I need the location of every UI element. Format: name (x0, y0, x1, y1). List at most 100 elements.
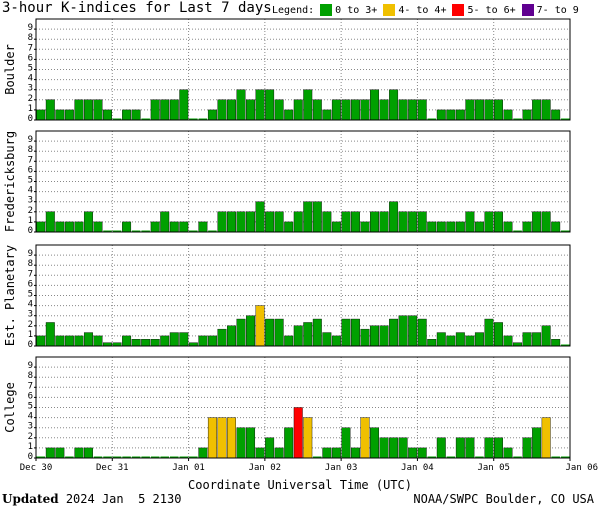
bar (265, 437, 275, 459)
bar (312, 318, 322, 347)
bar (293, 99, 303, 121)
bar (169, 221, 179, 233)
bar (45, 447, 55, 459)
bar (484, 211, 494, 233)
bar (274, 318, 284, 347)
bar (227, 211, 236, 233)
bar (541, 99, 551, 121)
y-tick-label: 8 (28, 371, 33, 381)
x-tick-label: Jan 06 (565, 463, 598, 473)
bar (246, 427, 256, 459)
bar (370, 427, 379, 459)
bar (560, 456, 570, 458)
bar (313, 456, 322, 458)
bar (103, 109, 112, 121)
y-tick-label: 4 (28, 186, 33, 196)
bar (207, 417, 217, 459)
bar (389, 318, 399, 347)
bar (83, 447, 93, 459)
bar (55, 221, 65, 233)
bar (370, 211, 379, 233)
bar (255, 305, 265, 347)
bar (331, 221, 341, 233)
bar (408, 99, 418, 121)
bar (217, 211, 227, 233)
bar (179, 456, 189, 458)
bar (436, 221, 446, 233)
bar (341, 318, 351, 347)
bar (350, 211, 360, 233)
updated-value: 2024 Jan 5 2130 (58, 492, 182, 506)
bar (36, 109, 46, 121)
bar (398, 211, 408, 233)
bar (131, 230, 141, 232)
bar (236, 89, 246, 121)
bar (265, 211, 275, 233)
bar (436, 109, 446, 121)
bar (170, 456, 179, 458)
bar (341, 427, 351, 459)
bar (474, 99, 484, 121)
bar (446, 221, 456, 233)
bar (427, 339, 437, 347)
bar (293, 407, 303, 459)
bar (112, 118, 122, 120)
bar (122, 456, 131, 458)
bar (227, 325, 236, 347)
bar (322, 447, 332, 459)
x-tick-label: Dec 31 (96, 463, 129, 473)
bar (370, 89, 379, 121)
bar (246, 99, 256, 121)
y-tick-label: 6 (28, 165, 33, 175)
bar (141, 456, 150, 458)
bar (36, 335, 46, 347)
x-tick-label: Dec 30 (20, 463, 53, 473)
bar (236, 427, 246, 459)
bar (312, 201, 322, 233)
bar (417, 318, 427, 347)
bar (541, 325, 551, 347)
bar (93, 221, 103, 233)
bar (379, 211, 389, 233)
bar (398, 315, 408, 347)
bar (179, 89, 189, 121)
bar (417, 447, 427, 459)
bar (227, 417, 236, 459)
bar (122, 221, 132, 233)
station-label: Boulder (3, 44, 17, 95)
y-tick-label: 7 (28, 269, 33, 279)
y-tick-label: 3 (28, 310, 33, 320)
bar (265, 318, 275, 347)
bar (227, 99, 236, 121)
bar (217, 99, 227, 121)
y-tick-label: 5 (28, 402, 33, 412)
bar (494, 437, 503, 459)
bar (74, 447, 84, 459)
bar (160, 99, 170, 121)
station-label: Fredericksburg (3, 131, 17, 232)
y-tick-label: 5 (28, 176, 33, 186)
bar (522, 221, 532, 233)
bar (55, 447, 65, 459)
y-tick-label: 2 (28, 206, 33, 216)
bar (522, 109, 532, 121)
bar (494, 211, 503, 233)
bar (207, 109, 217, 121)
x-tick-label: Jan 01 (172, 463, 205, 473)
bar (303, 89, 313, 121)
y-tick-label: 6 (28, 391, 33, 401)
bar (379, 437, 389, 459)
bar (274, 447, 284, 459)
bar (417, 211, 427, 233)
bar (513, 230, 522, 232)
bar (208, 230, 217, 232)
bar (65, 456, 74, 458)
legend-title: Legend: (272, 4, 315, 16)
bar (532, 211, 542, 233)
bar (427, 221, 437, 233)
bar (551, 109, 561, 121)
y-tick-label: 5 (28, 64, 33, 74)
legend-label-severe: 7- to 9 (536, 4, 579, 16)
bar (103, 230, 112, 232)
